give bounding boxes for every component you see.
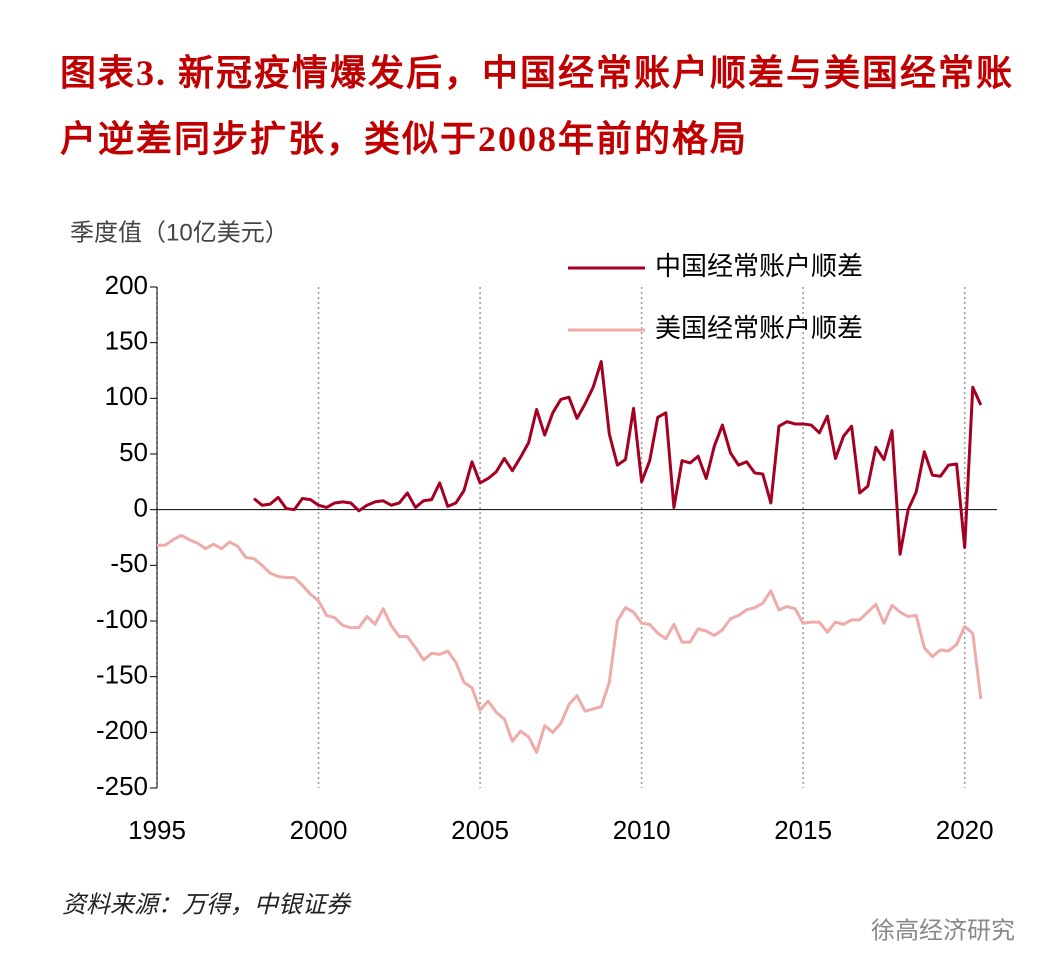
y-tick-label: -50 bbox=[110, 548, 148, 578]
y-tick-label: 200 bbox=[105, 270, 148, 300]
x-tick-label: 2010 bbox=[613, 815, 671, 845]
series-line bbox=[157, 533, 983, 754]
y-tick-label: 100 bbox=[105, 381, 148, 411]
legend-label: 中国经常账户顺差 bbox=[655, 251, 863, 281]
source-note: 资料来源：万得，中银证券 bbox=[62, 891, 352, 918]
y-axis-label: 季度值（10亿美元） bbox=[70, 219, 289, 246]
y-tick-label: 50 bbox=[119, 437, 148, 467]
y-tick-label: 0 bbox=[134, 493, 148, 523]
y-tick-label: -200 bbox=[96, 715, 148, 745]
y-tick-label: -150 bbox=[96, 660, 148, 690]
watermark: 徐高经济研究 bbox=[871, 917, 1015, 944]
y-tick-label: -100 bbox=[96, 604, 148, 634]
legend-label: 美国经常账户顺差 bbox=[655, 313, 863, 343]
x-tick-label: 2015 bbox=[774, 815, 832, 845]
x-tick-label: 2005 bbox=[451, 815, 509, 845]
x-tick-label: 1995 bbox=[128, 815, 186, 845]
y-tick-label: -250 bbox=[96, 771, 148, 801]
x-tick-label: 2020 bbox=[936, 815, 994, 845]
y-tick-label: 150 bbox=[105, 326, 148, 356]
chart-title: 图表3. 新冠疫情爆发后，中国经常账户顺差与美国经常账户逆差同步扩张，类似于20… bbox=[60, 53, 1015, 159]
x-tick-label: 2000 bbox=[290, 815, 348, 845]
series-line bbox=[252, 360, 983, 556]
